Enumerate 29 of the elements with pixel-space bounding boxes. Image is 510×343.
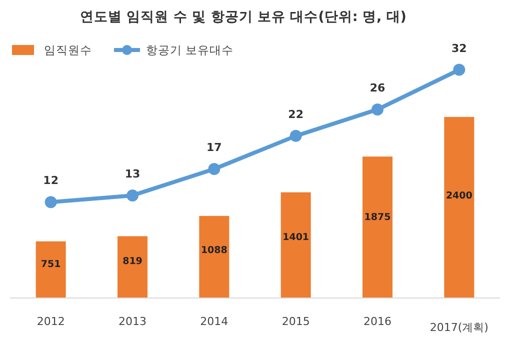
data-label: 13 [124, 167, 140, 180]
x-tick-label: 2013 [118, 315, 146, 328]
chart-title: 연도별 임직원 수 및 항공기 보유 대수(단위: 명, 대) [80, 9, 406, 25]
bar [199, 216, 230, 298]
x-tick-label: 2017(계획) [430, 321, 488, 334]
bar [118, 236, 148, 298]
data-label: 12 [43, 174, 58, 188]
legend-label: 항공기 보유대수 [146, 43, 234, 57]
x-tick-label: 2015 [282, 315, 310, 328]
data-label: 2400 [446, 190, 473, 202]
x-tick-label: 2012 [36, 315, 65, 328]
legend-item: 항공기 보유대수 [114, 43, 234, 57]
bar [362, 156, 392, 298]
legend-label: 임직원수 [44, 43, 92, 57]
x-tick-label: 2014 [200, 315, 228, 328]
bar [280, 192, 311, 298]
data-label: 751 [40, 258, 61, 270]
data-label: 17 [206, 141, 222, 154]
data-label: 1401 [282, 232, 310, 243]
data-label: 819 [122, 256, 142, 268]
data-label: 32 [452, 42, 467, 55]
legend-item: 임직원수 [12, 43, 92, 57]
bar [36, 241, 66, 298]
data-label: 22 [288, 108, 304, 121]
bar [444, 116, 474, 298]
data-label: 26 [370, 81, 386, 94]
data-label: 1088 [200, 244, 228, 256]
x-tick-label: 2016 [364, 315, 392, 328]
data-label: 1875 [364, 212, 391, 224]
